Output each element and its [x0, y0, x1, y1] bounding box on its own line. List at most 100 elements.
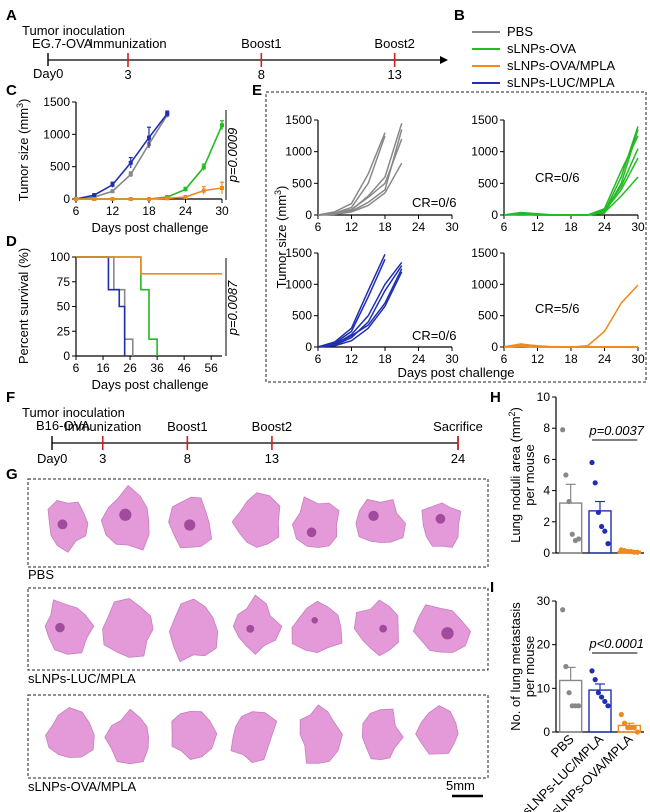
p-value: p<0.0001 [588, 636, 644, 651]
lung-section [421, 502, 462, 548]
mouse-curve [317, 253, 386, 348]
data-point [92, 197, 97, 201]
panel-c-letter: C [6, 82, 17, 99]
data-point [128, 172, 133, 177]
data-point [74, 197, 78, 201]
p-value: p=0.0087 [225, 280, 240, 336]
mouse-curve [317, 122, 403, 216]
metastasis-nodule [119, 508, 132, 521]
metastasis-nodule [57, 519, 68, 530]
data-point [566, 498, 572, 505]
legend-label: sLNPs-OVA [507, 41, 576, 56]
series-line [75, 113, 168, 200]
event-day: 3 [99, 451, 106, 466]
mouse-curve [503, 345, 638, 348]
series-line [75, 114, 168, 200]
bar [558, 502, 583, 554]
y-tick-label: 75 [57, 275, 71, 289]
y-tick-label: 500 [50, 160, 70, 174]
panel-a-events: Immunization 3 Boost1 8 Boost2 13 [89, 36, 415, 82]
histology-row-label: sLNPs-OVA/MPLA [28, 779, 136, 794]
data-point [592, 677, 598, 683]
lung-section [45, 707, 95, 758]
subplot-3: 6 12 18 24 30 0 500 1000 1500 CR=5/6 [471, 246, 645, 366]
y-tick-label: 0 [491, 340, 498, 354]
y-tick-label: 1500 [471, 246, 498, 260]
subplot-0: 6 12 18 24 30 0 500 1000 1500 CR=0/6 [285, 113, 459, 234]
panel-a-inoculation: Tumor inoculation [22, 23, 125, 38]
metastasis-nodule [55, 622, 65, 633]
panel-c: C 6 12 18 24 30 0 500 1000 1500 Tumor size (mm3) D… [6, 82, 240, 235]
panel-d-letter: D [6, 233, 17, 250]
survival-curve [76, 256, 222, 275]
y-tick-label: 10 [537, 681, 551, 695]
x-tick-label: 6 [73, 204, 80, 218]
x-tick-label: 24 [412, 352, 426, 366]
y-tick-label: 50 [57, 300, 71, 314]
panel-h: H 0 2 4 6 8 10 p=0.0037 Lung noduli area (mm2)p… [490, 389, 645, 560]
lung-section [168, 598, 219, 663]
y-tick-label: 1500 [285, 246, 312, 260]
lung-section [171, 710, 218, 760]
panel-b-legend: B PBS sLNPs-OVA sLNPs-OVA/MPLA sLNPs-LUC/MP… [454, 7, 615, 90]
chart-i: 0102030PBSsLNPs-LUC/MPLAsLNPs-OVA/MPLAp<… [508, 594, 644, 812]
y-tick-label: 1000 [285, 277, 312, 291]
panel-f-events: Immunization 3 Boost1 8 Boost2 13 Sacrifice 24 [64, 419, 483, 466]
x-tick-label: 30 [631, 352, 645, 366]
data-point [602, 698, 608, 705]
panel-e: E 6 12 18 24 30 0 500 1000 1500 CR=0/6 6 12 18 24 30 0 5… [252, 82, 647, 383]
legend-label: sLNPs-LUC/MPLA [507, 75, 615, 90]
y-tick-label: 0 [491, 208, 498, 222]
data-point [621, 720, 628, 726]
data-point [92, 193, 97, 198]
metastasis-nodule [435, 513, 446, 524]
data-point [560, 427, 566, 433]
legend: PBS sLNPs-OVA sLNPs-OVA/MPLA sLNPs-LUC/MPLA [472, 24, 615, 90]
data-point [592, 480, 598, 486]
y-tick-label: 1500 [285, 113, 312, 127]
mouse-curve [503, 176, 639, 216]
lung-section [291, 600, 343, 654]
cr-label: CR=0/6 [412, 195, 456, 210]
mouse-curve [317, 132, 386, 216]
metastasis-nodule [441, 627, 454, 640]
data-point [618, 711, 624, 718]
event-label: Boost2 [252, 419, 292, 434]
lung-section [355, 498, 406, 543]
panel-a-day0: Day0 [33, 66, 63, 81]
cr-label: CR=0/6 [412, 328, 456, 343]
histology-rows: PBS sLNPs-LUC/MPLA sLNPs-OVA/MPLA [27, 478, 489, 794]
panel-g-letter: G [6, 466, 18, 483]
panel-f: F Tumor inoculation B16-OVA Day0 Immuniz… [6, 389, 483, 466]
data-point [165, 111, 170, 116]
lung-section [231, 492, 281, 548]
y-tick-label: 500 [478, 176, 498, 190]
data-point [602, 528, 608, 534]
y-tick-label: 1000 [43, 127, 70, 141]
data-point [576, 536, 582, 542]
y-tick-label: 0 [63, 349, 70, 363]
event-label: Immunization [89, 36, 166, 51]
mouse-curve [503, 157, 639, 216]
x-axis-label: Days post challenge [397, 365, 514, 380]
y-tick-label: 500 [292, 309, 312, 323]
panel-g: G PBS sLNPs-LUC/MPLA sLNPs-OVA/MPLA 5mm [6, 466, 489, 798]
lung-section [353, 599, 399, 657]
x-tick-label: 6 [501, 352, 508, 366]
histology-row-label: sLNPs-LUC/MPLA [28, 671, 136, 686]
y-tick-label: 0 [543, 725, 550, 739]
x-tick-label: 24 [179, 204, 193, 218]
event-label: Boost1 [241, 36, 281, 51]
data-point [605, 541, 611, 547]
x-tick-label: 30 [215, 204, 229, 218]
survival-curve [76, 256, 126, 356]
x-tick-label: 12 [531, 220, 545, 234]
y-tick-label: 20 [537, 638, 551, 652]
panel-i: I 0102030PBSsLNPs-LUC/MPLAsLNPs-OVA/MPLA… [490, 579, 644, 812]
metastasis-nodule [311, 617, 318, 624]
x-tick-label: 6 [73, 361, 80, 375]
data-point [589, 459, 595, 466]
x-tick-label: 16 [96, 361, 110, 375]
data-point [631, 725, 637, 731]
